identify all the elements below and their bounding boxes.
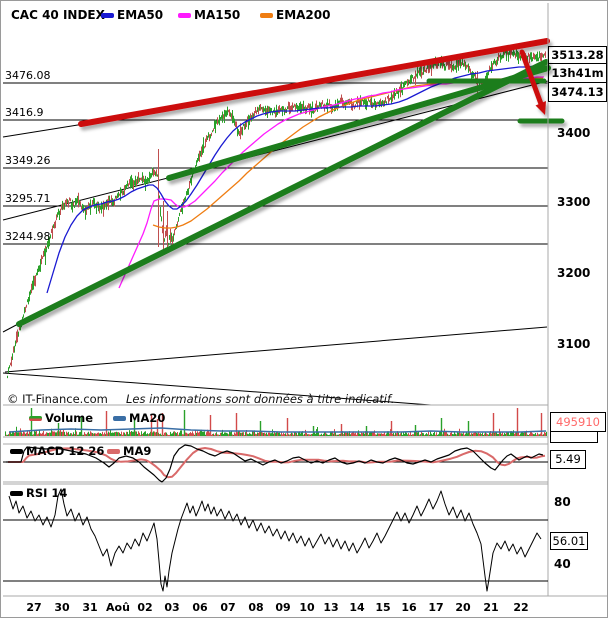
macd-legend-swatch xyxy=(10,449,23,454)
last-price-badge: 3513.28 xyxy=(548,46,607,64)
volume-legend-swatch xyxy=(29,416,42,421)
volume-ma20-value-box xyxy=(550,431,598,443)
ema50-legend-swatch xyxy=(101,13,114,18)
volume-ma20-legend-swatch xyxy=(113,416,126,421)
rsi-legend-swatch xyxy=(10,491,23,496)
rsi-value-box: 56.01 xyxy=(550,532,588,550)
ma150-legend-swatch xyxy=(178,13,191,18)
volume-value-box: 495910 xyxy=(550,412,606,432)
macd-ma9-legend-swatch xyxy=(107,449,120,454)
macd-value-box: 5.49 xyxy=(550,450,586,469)
session-countdown-badge: 13h41m xyxy=(548,63,607,83)
ema200-legend-swatch xyxy=(260,13,273,18)
reference-price-badge: 3474.13 xyxy=(548,82,607,102)
